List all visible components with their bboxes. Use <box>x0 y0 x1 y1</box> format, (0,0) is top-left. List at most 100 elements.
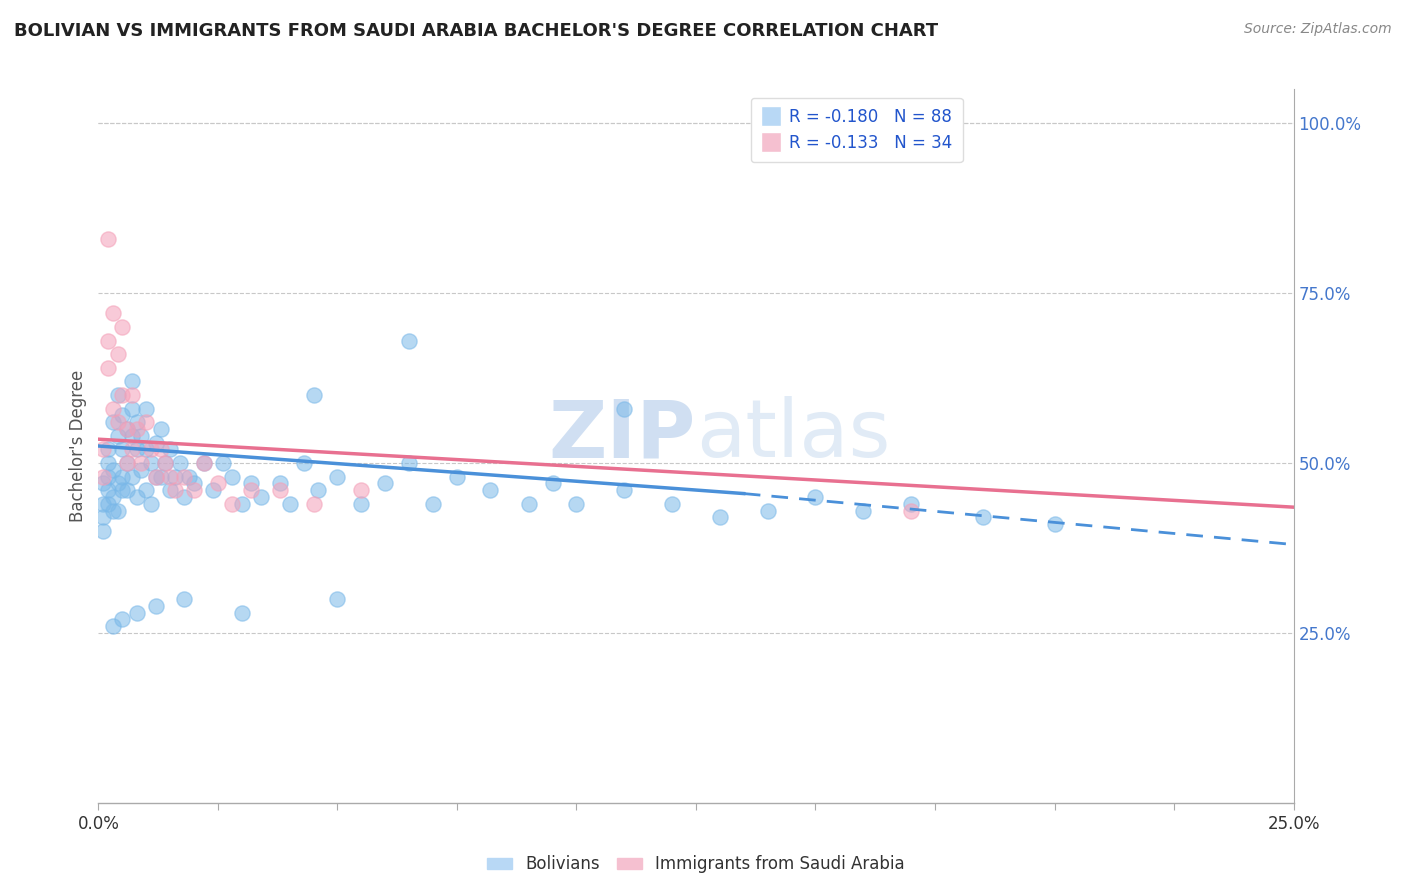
Point <box>145 599 167 613</box>
Point <box>149 422 172 436</box>
Point <box>183 476 205 491</box>
Point <box>159 483 181 498</box>
Point <box>125 422 148 436</box>
Point <box>111 388 134 402</box>
Point <box>97 469 120 483</box>
Point <box>121 388 143 402</box>
Point <box>149 469 172 483</box>
Point <box>326 591 349 606</box>
Point <box>183 483 205 498</box>
Point <box>97 232 120 246</box>
Point <box>111 612 134 626</box>
Point <box>155 456 177 470</box>
Y-axis label: Bachelor's Degree: Bachelor's Degree <box>69 370 87 522</box>
Point <box>231 606 253 620</box>
Point <box>145 469 167 483</box>
Point <box>613 401 636 416</box>
Point <box>173 490 195 504</box>
Point <box>900 497 922 511</box>
Point <box>398 334 420 348</box>
Point <box>398 456 420 470</box>
Point <box>302 497 325 511</box>
Point <box>661 497 683 511</box>
Point <box>91 469 114 483</box>
Point <box>101 490 124 504</box>
Point <box>326 469 349 483</box>
Point <box>207 476 229 491</box>
Point <box>125 442 148 457</box>
Point <box>972 510 994 524</box>
Point <box>131 463 153 477</box>
Point <box>1043 517 1066 532</box>
Point <box>91 497 114 511</box>
Point <box>278 497 301 511</box>
Point <box>900 503 922 517</box>
Text: atlas: atlas <box>696 396 890 475</box>
Point <box>121 375 143 389</box>
Point <box>107 503 129 517</box>
Point <box>307 483 329 498</box>
Point <box>269 476 291 491</box>
Point <box>479 483 502 498</box>
Point <box>97 497 120 511</box>
Point <box>852 503 875 517</box>
Point <box>97 442 120 457</box>
Point <box>250 490 273 504</box>
Point <box>193 456 215 470</box>
Point <box>101 463 124 477</box>
Point <box>91 442 114 457</box>
Point <box>163 469 186 483</box>
Point <box>517 497 540 511</box>
Point <box>91 510 114 524</box>
Point <box>97 456 120 470</box>
Point <box>173 469 195 483</box>
Point <box>221 497 243 511</box>
Point <box>131 429 153 443</box>
Text: BOLIVIAN VS IMMIGRANTS FROM SAUDI ARABIA BACHELOR'S DEGREE CORRELATION CHART: BOLIVIAN VS IMMIGRANTS FROM SAUDI ARABIA… <box>14 22 938 40</box>
Point <box>107 476 129 491</box>
Point <box>101 619 124 633</box>
Point <box>139 456 162 470</box>
Point <box>139 442 162 457</box>
Point <box>292 456 315 470</box>
Point <box>115 456 138 470</box>
Point <box>193 456 215 470</box>
Point <box>111 483 134 498</box>
Point <box>115 456 138 470</box>
Point <box>302 388 325 402</box>
Point <box>446 469 468 483</box>
Text: Source: ZipAtlas.com: Source: ZipAtlas.com <box>1244 22 1392 37</box>
Point <box>202 483 225 498</box>
Point <box>111 320 134 334</box>
Point <box>135 483 157 498</box>
Point <box>125 490 148 504</box>
Point <box>240 483 263 498</box>
Point <box>107 388 129 402</box>
Point <box>804 490 827 504</box>
Point <box>121 469 143 483</box>
Point <box>97 483 120 498</box>
Point <box>97 334 120 348</box>
Point <box>240 476 263 491</box>
Point <box>107 429 129 443</box>
Point <box>163 483 186 498</box>
Point <box>115 422 138 436</box>
Point <box>107 347 129 361</box>
Point <box>173 591 195 606</box>
Point <box>125 415 148 429</box>
Point <box>91 476 114 491</box>
Point <box>135 442 157 457</box>
Point <box>101 503 124 517</box>
Point <box>145 435 167 450</box>
Point <box>231 497 253 511</box>
Point <box>111 442 134 457</box>
Point <box>422 497 444 511</box>
Point <box>350 497 373 511</box>
Point <box>135 401 157 416</box>
Point <box>145 469 167 483</box>
Point <box>221 469 243 483</box>
Point <box>101 401 124 416</box>
Text: ZIP: ZIP <box>548 396 696 475</box>
Legend: Bolivians, Immigrants from Saudi Arabia: Bolivians, Immigrants from Saudi Arabia <box>481 849 911 880</box>
Point <box>107 415 129 429</box>
